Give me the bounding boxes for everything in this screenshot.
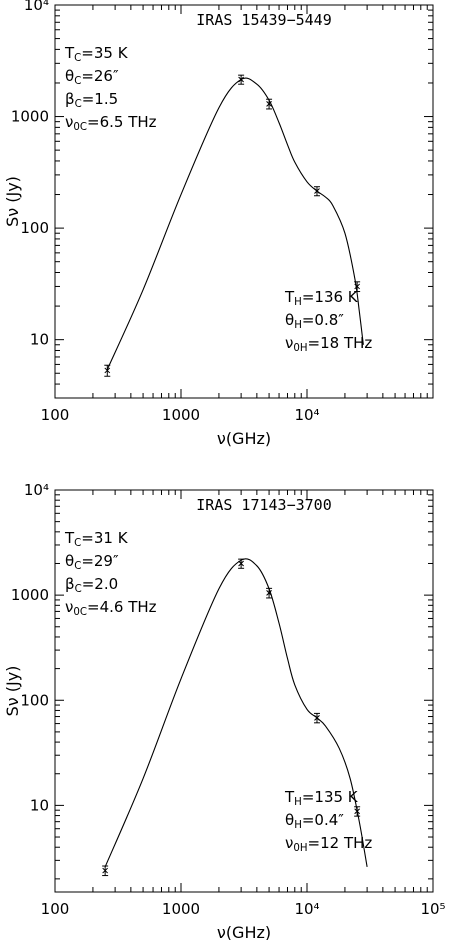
data-point — [238, 74, 245, 85]
x-axis-label: ν(GHz) — [217, 429, 271, 448]
x-tick-label: 100 — [41, 406, 70, 424]
param-cold-1: θC=26″ — [65, 67, 119, 87]
param-hot-2: ν0H=18 THz — [285, 334, 372, 354]
param-cold-3: ν0C=6.5 THz — [65, 113, 157, 133]
x-tick-label: 1000 — [162, 900, 200, 918]
data-point — [102, 865, 109, 877]
y-axis-label: Sν (Jy) — [3, 176, 22, 227]
y-tick-label: 10 — [30, 796, 49, 814]
data-point — [266, 98, 273, 110]
y-tick-label: 100 — [20, 691, 49, 709]
param-hot-1: θH=0.4″ — [285, 811, 344, 831]
y-tick-label: 1000 — [11, 586, 49, 604]
data-point — [266, 587, 273, 599]
param-cold-3: ν0C=4.6 THz — [65, 598, 157, 618]
x-tick-label: 100 — [41, 900, 70, 918]
y-tick-label: 100 — [20, 219, 49, 237]
y-axis-label: Sν (Jy) — [3, 666, 22, 717]
data-point — [313, 712, 320, 724]
plot-frame — [54, 4, 434, 399]
y-tick-label: 1000 — [11, 108, 49, 126]
model-curve — [106, 77, 364, 370]
x-tick-label: 10⁴ — [294, 406, 319, 424]
param-hot-2: ν0H=12 THz — [285, 834, 372, 854]
y-tick-label: 10⁴ — [24, 481, 49, 499]
x-tick-label: 10⁴ — [294, 900, 319, 918]
param-cold-0: TC=35 K — [64, 44, 129, 64]
data-point — [313, 186, 320, 197]
y-tick-label: 10 — [30, 331, 49, 349]
data-point — [238, 558, 245, 569]
x-tick-label: 10⁵ — [420, 900, 445, 918]
x-axis-label: ν(GHz) — [217, 923, 271, 940]
param-cold-2: βC=1.5 — [65, 90, 118, 110]
plot-frame — [54, 489, 434, 893]
param-hot-0: TH=136 K — [284, 288, 359, 308]
param-cold-2: βC=2.0 — [65, 575, 118, 595]
chart-panel-iras-15439: 100 1000 10⁴ 10 100 1000 10⁴ ν(GHz) Sν (Jy) IRAS … — [3, 0, 434, 448]
data-point — [354, 281, 361, 293]
chart-title: IRAS 15439−5449 — [196, 11, 331, 29]
y-tick-label: 10⁴ — [24, 0, 49, 14]
data-point — [354, 806, 361, 817]
x-tick-label: 1000 — [162, 406, 200, 424]
param-hot-0: TH=135 K — [284, 788, 359, 808]
param-cold-1: θC=29″ — [65, 552, 119, 572]
data-point — [104, 364, 111, 377]
chart-panel-iras-17143: 100 1000 10⁴ 10⁵ 10 100 1000 10⁴ ν(GHz) Sν (Jy) IR… — [3, 481, 446, 942]
chart-title: IRAS 17143−3700 — [196, 496, 331, 514]
param-cold-0: TC=31 K — [64, 529, 129, 549]
model-curve — [104, 558, 368, 868]
param-hot-1: θH=0.8″ — [285, 311, 344, 331]
